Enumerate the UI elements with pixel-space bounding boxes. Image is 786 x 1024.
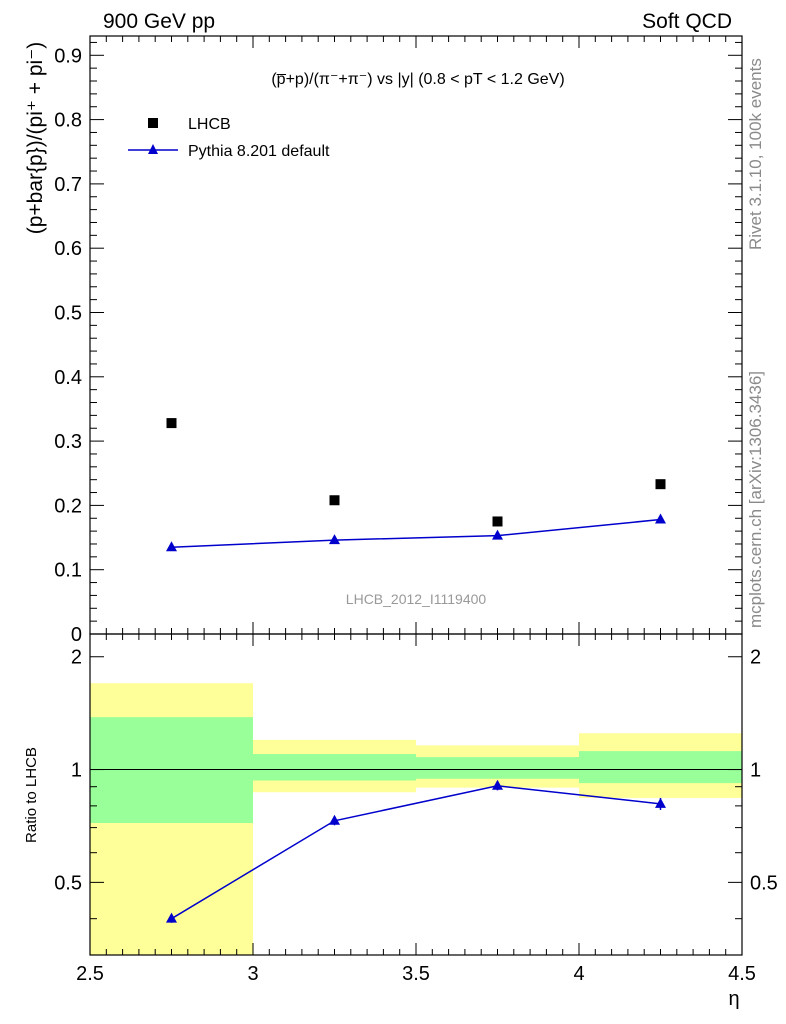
x-tick-label: 4 — [573, 963, 584, 985]
lhcb-data-points — [166, 418, 666, 527]
ratio-y-tick-label-left: 1 — [71, 760, 82, 782]
main-chart-title: (p̅+p)/(π⁻+π⁻) vs |y| (0.8 < pT < 1.2 Ge… — [271, 71, 564, 88]
main-plot-panel: (p+bar{p})/(pi⁺ + pi⁻) (p̅+p)/(π⁻+π⁻) vs… — [24, 35, 743, 646]
pythia-point — [166, 541, 177, 552]
inner-band-1 — [253, 754, 416, 781]
x-axis-label: η — [728, 988, 739, 1010]
main-y-tick-label: 0.2 — [54, 495, 82, 517]
rivet-version-label: Rivet 3.1.10, 100k events — [746, 58, 765, 250]
pythia-ratio-series — [166, 779, 666, 923]
x-axis-ticks: 2.5 3 3.5 4 4.5 — [76, 36, 756, 985]
main-y-tick-label: 0.5 — [54, 302, 82, 324]
main-y-tick-label: 0 — [71, 624, 82, 646]
energy-label: 900 GeV pp — [103, 10, 215, 33]
pythia-ratio-point — [329, 814, 340, 825]
main-y-tick-label: 0.8 — [54, 110, 82, 132]
inner-band-2 — [416, 757, 579, 779]
legend-lhcb-marker — [148, 118, 158, 128]
main-y-tick-label: 0.6 — [54, 238, 82, 260]
main-y-tick-label: 0.1 — [54, 560, 82, 582]
pythia-series — [166, 513, 666, 552]
lhcb-point — [329, 495, 340, 506]
ratio-y-tick-label-right: 0.5 — [750, 872, 778, 894]
lhcb-point — [492, 516, 503, 527]
pythia-ratio-point — [166, 912, 177, 923]
main-y-tick-label: 0.3 — [54, 431, 82, 453]
legend: LHCB Pythia 8.201 default — [128, 116, 330, 160]
ratio-y-tick-label-left: 2 — [71, 647, 82, 669]
main-y-tick-label: 0.9 — [54, 45, 82, 67]
pythia-point — [655, 513, 666, 524]
legend-pythia-marker — [148, 144, 158, 154]
main-y-tick-label: 0.4 — [54, 367, 82, 389]
analysis-label: LHCB_2012_I1119400 — [346, 591, 487, 607]
ratio-plot-panel: Ratio to LHCB η 2.5 3 3.5 4 4.5 0.5 0.5 1 1 2 2 — [23, 36, 778, 1010]
inner-band-0 — [90, 717, 253, 824]
main-y-axis-ticks: 0 0.1 0.2 0.3 0.4 0.5 0.6 0.7 0.8 0.9 — [54, 41, 742, 646]
lhcb-point — [655, 479, 666, 490]
ratio-y-axis-label: Ratio to LHCB — [23, 747, 40, 843]
ratio-y-axis-ticks: 0.5 0.5 1 1 2 2 — [54, 647, 778, 920]
legend-lhcb-label: LHCB — [188, 116, 231, 133]
ratio-y-tick-label-right: 2 — [750, 647, 761, 669]
lhcb-point — [166, 418, 177, 429]
pythia-ratio-point — [655, 797, 666, 808]
ratio-uncertainty-bands — [90, 683, 742, 955]
ratio-y-tick-label-left: 0.5 — [54, 872, 82, 894]
process-label: Soft QCD — [642, 10, 732, 33]
main-y-axis-label: (p+bar{p})/(pi⁺ + pi⁻) — [24, 42, 47, 235]
main-y-tick-label: 0.7 — [54, 174, 82, 196]
pythia-point — [492, 529, 503, 540]
pythia-ratio-point — [492, 779, 503, 790]
x-tick-label: 2.5 — [76, 963, 104, 985]
pythia-line — [171, 518, 661, 548]
pythia-ratio-line — [171, 785, 661, 920]
x-tick-label: 4.5 — [728, 963, 756, 985]
ratio-y-tick-label-right: 1 — [750, 760, 761, 782]
source-label: mcplots.cern.ch [arXiv:1306.3436] — [746, 371, 765, 628]
legend-pythia-label: Pythia 8.201 default — [188, 143, 330, 160]
x-tick-label: 3.5 — [402, 963, 430, 985]
x-tick-label: 3 — [247, 963, 258, 985]
pythia-point — [329, 534, 340, 545]
inner-band-3 — [579, 751, 742, 784]
